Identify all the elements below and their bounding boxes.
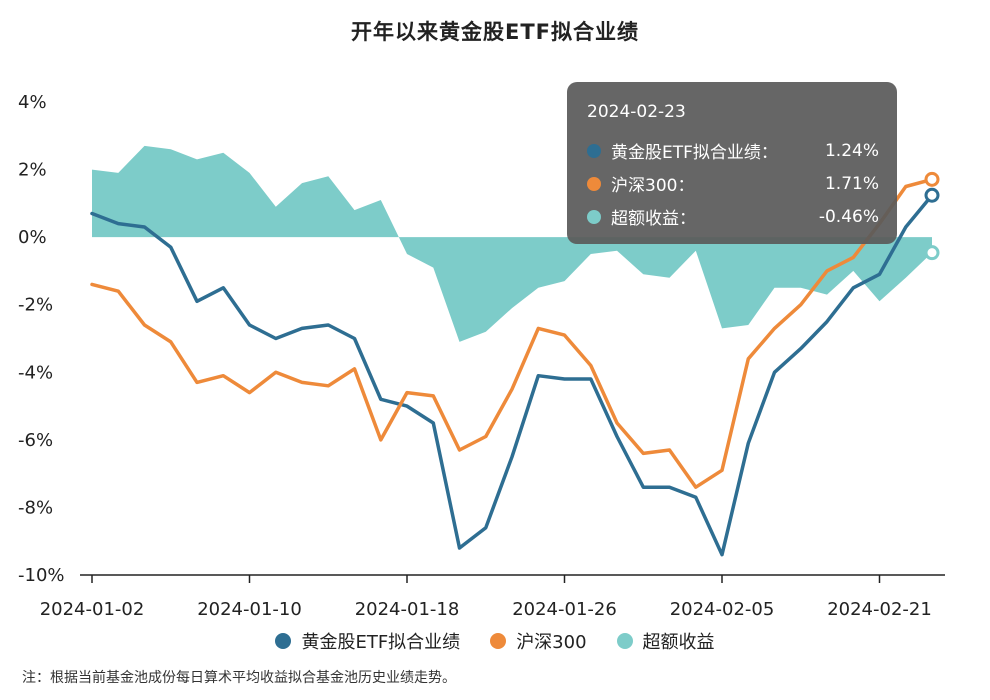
tooltip-row-gold: 黄金股ETF拟合业绩： 1.24%	[587, 138, 879, 163]
y-tick-label: -10%	[18, 565, 65, 586]
x-tick-label: 2024-01-18	[355, 599, 460, 620]
csi300-series-dot-icon	[587, 176, 601, 191]
legend-label-gold: 黄金股ETF拟合业绩	[301, 632, 461, 653]
x-tick-label: 2024-01-10	[197, 599, 302, 620]
x-tick-label: 2024-02-21	[827, 599, 932, 620]
gold-end-marker	[924, 187, 940, 203]
tooltip-value-csi300: 1.71%	[824, 173, 879, 194]
chart-title: 开年以来黄金股ETF拟合业绩	[350, 20, 639, 44]
x-tick-label: 2024-01-26	[512, 599, 617, 620]
legend-label-csi300: 沪深300	[516, 632, 587, 653]
y-tick-label: -2%	[18, 295, 53, 316]
excess-legend-dot-icon	[616, 633, 633, 649]
series-lines-layer	[90, 177, 934, 557]
y-tick-label: -6%	[18, 430, 53, 451]
tooltip-row-csi300: 沪深300： 1.71%	[587, 171, 879, 196]
y-tick-label: -4%	[18, 362, 53, 383]
tooltip-label-csi300: 沪深300：	[611, 176, 695, 196]
excess-series-dot-icon	[587, 209, 601, 224]
y-tick-label: 4%	[18, 92, 47, 113]
axes-layer: 4% 2% 0% -2% -4% -6% -8% -10% 2024-01-02 2024-01-…	[18, 92, 945, 620]
excess-area-layer	[91, 145, 933, 342]
tooltip-value-excess: -0.46%	[818, 206, 879, 227]
legend-label-excess: 超额收益	[642, 632, 715, 653]
chart-legend: 黄金股ETF拟合业绩 沪深300 超额收益	[0, 628, 990, 654]
legend-item-gold[interactable]: 黄金股ETF拟合业绩	[275, 628, 460, 654]
excess-end-marker	[924, 245, 940, 261]
legend-item-excess[interactable]: 超额收益	[616, 628, 715, 654]
y-tick-label: 2%	[18, 160, 47, 181]
gold-series-dot-icon	[587, 143, 601, 158]
tooltip-value-gold: 1.24%	[824, 140, 879, 161]
tooltip-row-excess: 超额收益： -0.46%	[587, 204, 879, 229]
csi300-end-marker	[924, 171, 940, 187]
legend-item-csi300[interactable]: 沪深300	[490, 628, 587, 654]
x-tick-label: 2024-01-02	[40, 599, 145, 620]
hover-tooltip: 2024-02-23 黄金股ETF拟合业绩： 1.24% 沪深300： 1.71…	[567, 82, 897, 244]
tooltip-label-gold: 黄金股ETF拟合业绩：	[611, 143, 778, 163]
csi300-legend-dot-icon	[490, 633, 507, 649]
y-tick-label: 0%	[18, 227, 47, 248]
tooltip-date: 2024-02-23	[587, 102, 686, 122]
footnote: 注：根据当前基金池成份每日算术平均收益拟合基金池历史业绩走势。	[22, 670, 456, 686]
excess-return-area	[92, 145, 932, 342]
gold-legend-dot-icon	[275, 633, 292, 649]
tooltip-label-excess: 超额收益：	[611, 209, 696, 229]
end-markers-layer	[924, 171, 940, 261]
y-tick-label: -8%	[18, 497, 53, 518]
x-tick-label: 2024-02-05	[670, 599, 775, 620]
